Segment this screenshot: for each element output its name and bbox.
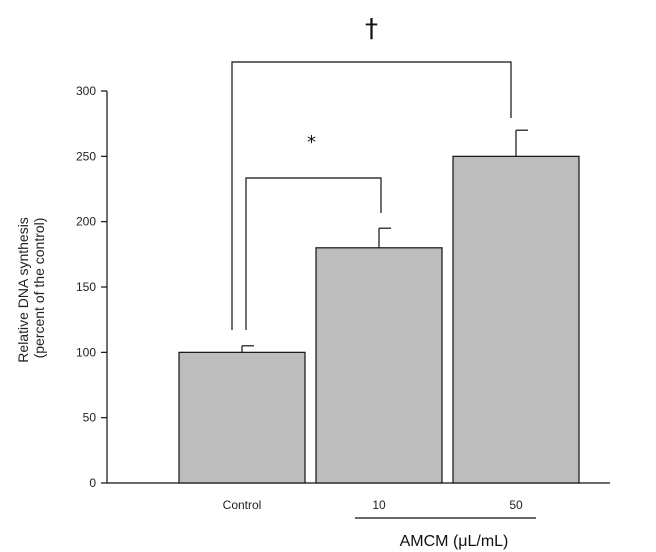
x-tick-label: Control	[223, 498, 262, 512]
bar	[452, 155, 580, 484]
bar	[178, 351, 306, 484]
y-tick-label: 50	[83, 411, 97, 425]
y-tick-label: 250	[76, 149, 96, 163]
y-tick-label: 100	[76, 345, 96, 359]
y-axis-ticks: 0 50 100 150 200 250 300	[76, 84, 107, 490]
x-tick-label: 50	[509, 498, 523, 512]
significance-bracket	[231, 61, 512, 330]
significance-marker: †	[365, 14, 378, 44]
significance-brackets: *†	[231, 14, 512, 330]
bars	[178, 155, 580, 484]
x-group-label: AMCM (μL/mL)	[400, 533, 509, 550]
bar	[315, 247, 443, 484]
error-bars	[241, 129, 528, 353]
y-axis-label: Relative DNA synthesis (percent of the c…	[15, 213, 47, 362]
significance-bracket	[245, 177, 382, 330]
y-axis-label-line2: (percent of the control)	[31, 218, 47, 359]
significance-marker: *	[307, 132, 316, 153]
y-tick-label: 200	[76, 215, 96, 229]
x-tick-label: 10	[372, 498, 386, 512]
x-axis-categories: Control 10 50	[223, 498, 523, 512]
y-tick-label: 0	[89, 476, 96, 490]
y-tick-label: 300	[76, 84, 96, 98]
y-tick-label: 150	[76, 280, 96, 294]
y-axis-label-line1: Relative DNA synthesis	[15, 217, 31, 363]
